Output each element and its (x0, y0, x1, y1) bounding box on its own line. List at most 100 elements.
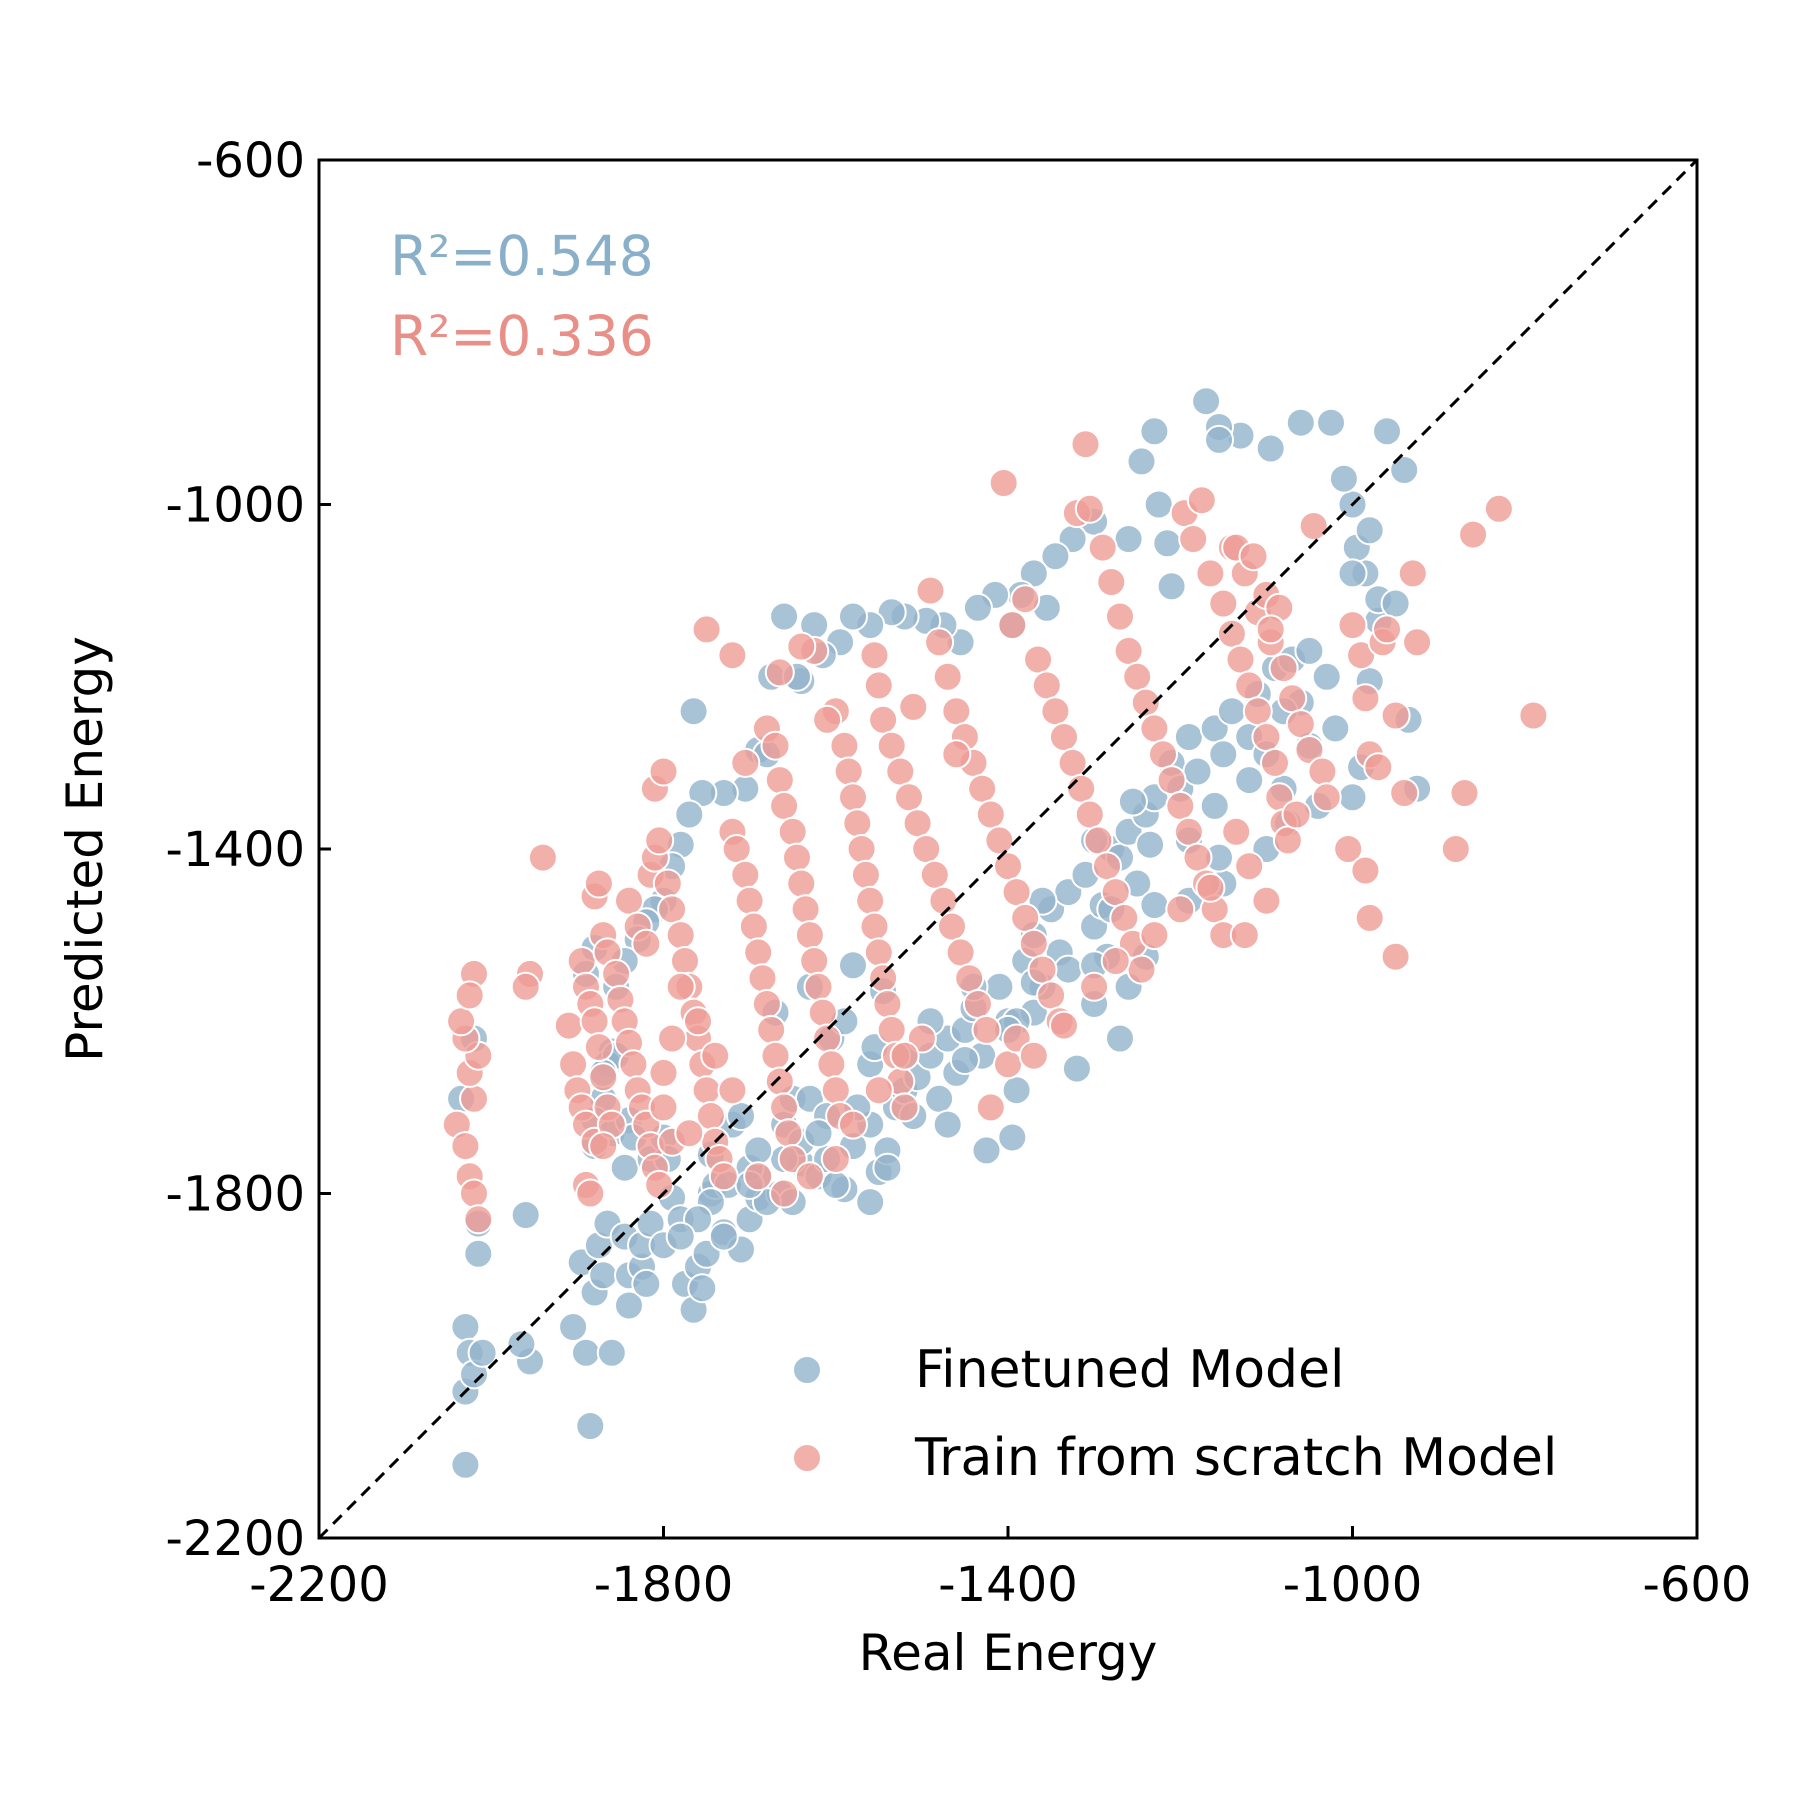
point-scratch-55 (657, 894, 688, 925)
point-scratch-120 (885, 756, 916, 787)
point-finetuned-154 (1191, 386, 1222, 417)
point-finetuned-15 (571, 1337, 601, 1368)
point-scratch-189 (1260, 747, 1290, 778)
point-scratch-98 (764, 657, 795, 688)
y-tick-label-0: -2200 (166, 1511, 305, 1567)
point-scratch-218 (1389, 778, 1420, 808)
point-scratch-247 (1139, 920, 1170, 951)
point-finetuned-5 (463, 1238, 494, 1269)
point-scratch-261 (717, 1075, 748, 1106)
point-scratch-229 (1518, 700, 1549, 731)
point-scratch-251 (1234, 851, 1265, 882)
point-scratch-252 (1251, 885, 1282, 916)
point-scratch-199 (1277, 683, 1308, 714)
point-finetuned-138 (1354, 515, 1385, 546)
point-scratch-265 (657, 1023, 688, 1054)
point-scratch-182 (1195, 558, 1226, 589)
point-scratch-111 (872, 989, 903, 1019)
point-scratch-192 (1272, 825, 1303, 856)
point-scratch-56 (665, 920, 696, 951)
point-scratch-158 (1100, 877, 1131, 908)
point-scratch-52 (644, 825, 675, 856)
point-scratch-95 (816, 1049, 847, 1080)
point-scratch-26 (588, 1062, 619, 1093)
point-scratch-147 (997, 610, 1028, 641)
y-tick-label-3: -1000 (166, 478, 305, 534)
point-finetuned-149 (1285, 407, 1316, 438)
point-scratch-152 (1049, 722, 1079, 752)
point-scratch-110 (868, 963, 899, 994)
point-scratch-257 (838, 1109, 868, 1140)
point-scratch-133 (932, 661, 963, 692)
ticks-layer: -2200 -1800 -1400 -1000 -600 -2200 -1800 -1400 -… (166, 133, 1752, 1613)
point-scratch-118 (868, 704, 899, 735)
point-scratch-72 (743, 937, 774, 968)
legend-marker-scratch (792, 1443, 822, 1473)
point-scratch-1 (450, 1131, 481, 1162)
point-scratch-102 (833, 756, 864, 787)
point-scratch-155 (1074, 799, 1105, 830)
point-finetuned-143 (1380, 588, 1411, 619)
point-scratch-144 (1027, 954, 1058, 985)
point-scratch-49 (631, 928, 662, 959)
point-finetuned-13 (558, 1312, 589, 1342)
point-scratch-159 (1109, 902, 1140, 933)
point-scratch-258 (820, 1144, 851, 1174)
point-scratch-46 (575, 1178, 606, 1209)
y-tick-label-2: -1400 (166, 822, 305, 878)
point-scratch-69 (730, 859, 761, 890)
point-scratch-170 (1139, 713, 1170, 744)
point-scratch-134 (941, 696, 972, 727)
point-finetuned-108 (971, 1135, 1002, 1166)
point-finetuned-176 (838, 601, 868, 632)
point-scratch-126 (937, 911, 967, 942)
point-scratch-245 (1079, 971, 1110, 1002)
point-scratch-115 (889, 1092, 920, 1123)
point-finetuned-146 (1389, 455, 1420, 485)
point-scratch-75 (756, 1014, 787, 1045)
y-tick-label-1: -1800 (166, 1167, 305, 1223)
point-scratch-105 (846, 834, 877, 864)
point-scratch-76 (760, 1040, 791, 1071)
point-finetuned-112 (855, 1187, 886, 1218)
point-scratch-238 (898, 691, 929, 722)
point-scratch-163 (1074, 493, 1105, 524)
point-finetuned-157 (1143, 489, 1174, 520)
point-scratch-198 (1268, 653, 1299, 684)
point-finetuned-128 (1234, 765, 1265, 796)
point-scratch-263 (683, 1006, 713, 1037)
point-scratch-141 (1001, 877, 1032, 908)
point-scratch-124 (919, 859, 950, 890)
point-scratch-208 (1307, 756, 1338, 787)
point-scratch-223 (1354, 902, 1385, 933)
point-finetuned-125 (1117, 786, 1148, 817)
point-scratch-201 (1294, 735, 1325, 765)
point-scratch-116 (859, 640, 890, 671)
point-scratch-128 (954, 963, 985, 994)
point-scratch-267 (648, 1092, 679, 1123)
point-scratch-86 (777, 816, 808, 847)
point-scratch-209 (1311, 782, 1342, 813)
point-scratch-264 (665, 971, 696, 1002)
r2-scratch: R²=0.336 (390, 304, 654, 368)
point-scratch-140 (993, 851, 1023, 882)
point-finetuned-28 (631, 1268, 662, 1299)
point-scratch-137 (967, 773, 998, 804)
x-tick-label-0: -2200 (249, 1557, 388, 1613)
point-finetuned-231 (1139, 890, 1170, 920)
point-finetuned-169 (962, 592, 993, 623)
point-scratch-34 (601, 958, 632, 989)
point-scratch-24 (579, 1006, 610, 1037)
point-finetuned-70 (997, 1122, 1028, 1153)
point-scratch-266 (648, 1057, 679, 1088)
point-finetuned-2 (450, 1312, 481, 1342)
point-scratch-148 (1010, 584, 1041, 615)
point-scratch-139 (984, 825, 1015, 856)
point-scratch-166 (1105, 601, 1135, 632)
point-finetuned-105 (1061, 1053, 1092, 1084)
point-scratch-108 (859, 911, 890, 942)
point-scratch-269 (674, 1118, 705, 1149)
point-finetuned-186 (687, 778, 718, 808)
point-scratch-220 (1402, 627, 1433, 658)
point-scratch-156 (1083, 825, 1114, 856)
